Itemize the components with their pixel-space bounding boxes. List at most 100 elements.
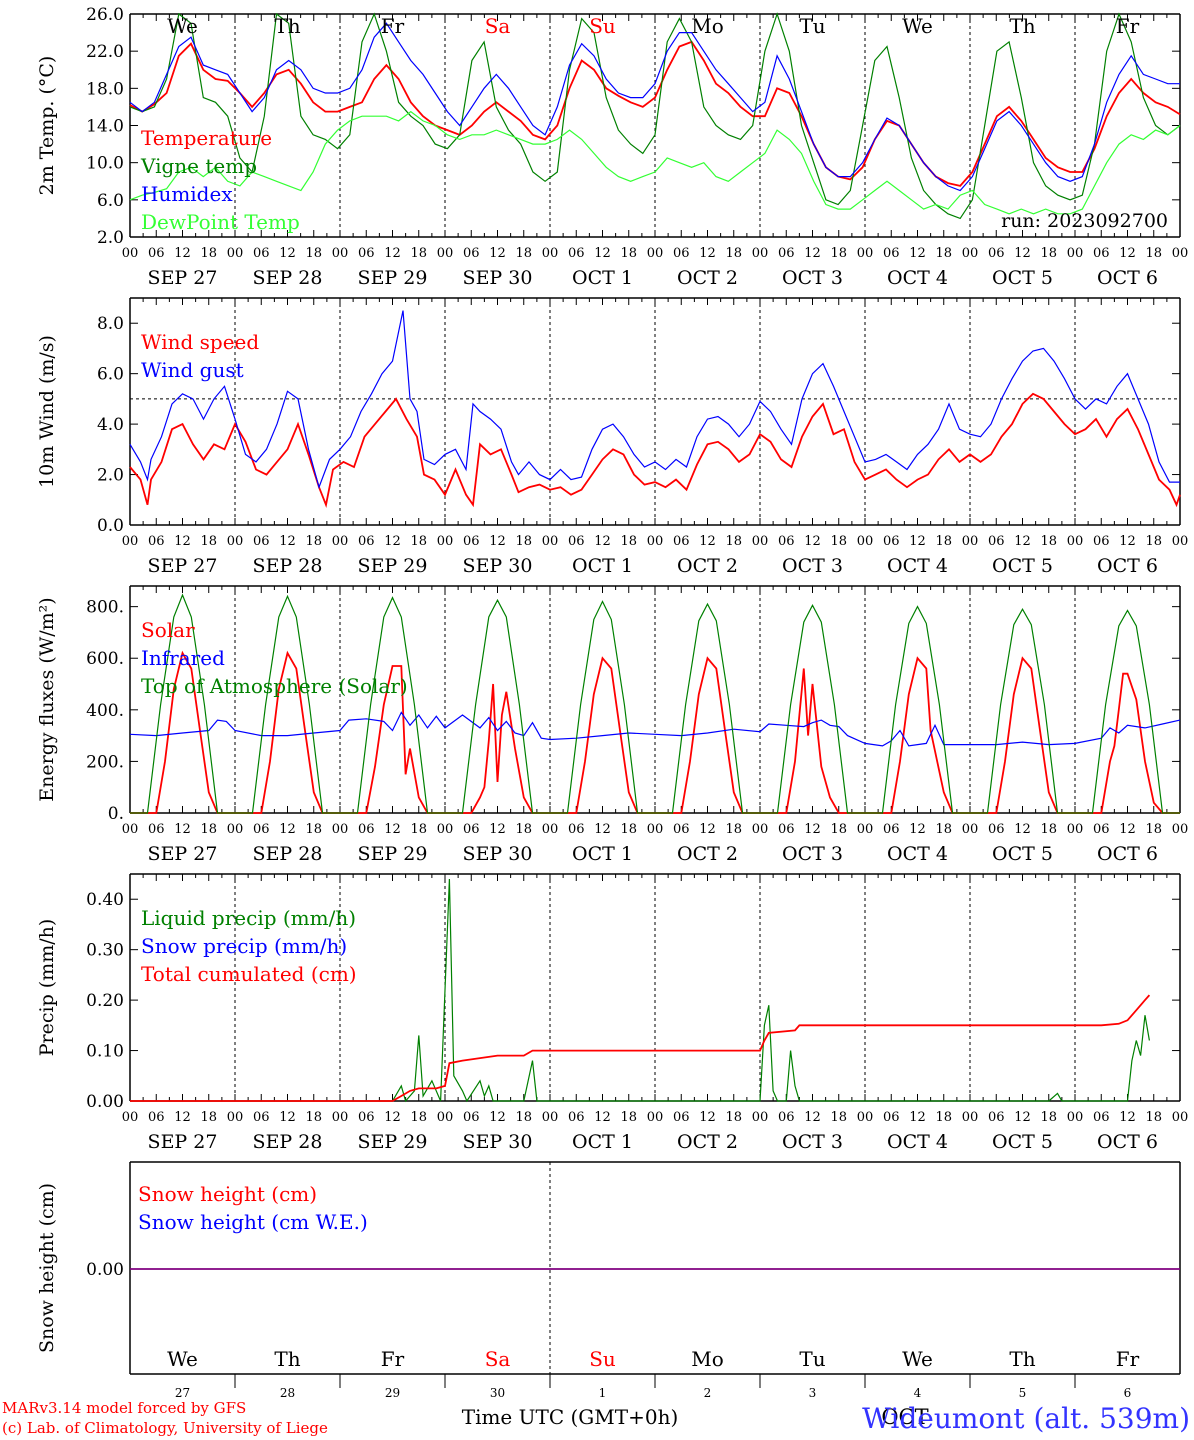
hour-tick-label: 00 (962, 1110, 979, 1125)
hour-tick-label: 18 (1040, 822, 1057, 837)
hour-tick-label: 18 (410, 246, 427, 261)
hour-tick-label: 00 (752, 246, 769, 261)
hour-tick-label: 12 (1014, 534, 1031, 549)
day-name-top: Fr (1116, 14, 1140, 38)
hour-tick-label: 00 (1172, 1110, 1189, 1125)
y-tick-label: 26.0 (86, 5, 124, 25)
hour-tick-label: 00 (647, 1110, 664, 1125)
hour-tick-label: 00 (227, 534, 244, 549)
hour-tick-label: 12 (804, 1110, 821, 1125)
hour-tick-label: 00 (542, 246, 559, 261)
hour-tick-label: 00 (227, 822, 244, 837)
day-name-bottom: Th (274, 1347, 300, 1371)
day-number-bottom: 3 (809, 1386, 817, 1400)
hour-tick-label: 18 (830, 1110, 847, 1125)
hour-tick-label: 18 (515, 1110, 532, 1125)
hour-tick-label: 06 (358, 246, 375, 261)
hour-tick-label: 06 (778, 534, 795, 549)
y-tick-label: 800. (86, 598, 124, 618)
hour-tick-label: 00 (1067, 1110, 1084, 1125)
date-label: OCT 6 (1097, 843, 1158, 865)
day-number-bottom: 6 (1124, 1386, 1132, 1400)
run-annotation: run: 2023092700 (1001, 210, 1168, 232)
hour-tick-label: 12 (489, 534, 506, 549)
hour-tick-label: 18 (935, 1110, 952, 1125)
hour-tick-label: 18 (305, 1110, 322, 1125)
day-number-bottom: 4 (914, 1386, 922, 1400)
hour-tick-label: 18 (410, 1110, 427, 1125)
hour-tick-label: 12 (1014, 822, 1031, 837)
date-label: OCT 4 (887, 555, 948, 577)
hour-tick-label: 12 (699, 246, 716, 261)
date-label: OCT 5 (992, 843, 1053, 865)
y-tick-label: 14.0 (86, 117, 124, 137)
hour-tick-label: 12 (594, 1110, 611, 1125)
date-label: SEP 29 (358, 267, 428, 289)
hour-tick-label: 12 (594, 822, 611, 837)
panel-4: 00 06 12 18 SEP 27 00 06 12 18 SEP 28 00 06 12 18 SEP … (36, 873, 1189, 1153)
hour-tick-label: 00 (1067, 534, 1084, 549)
day-name-bottom: Sa (485, 1347, 511, 1371)
hour-tick-label: 00 (332, 534, 349, 549)
date-label: SEP 29 (358, 555, 428, 577)
series-line-top-of-atmosphere-solar- (130, 593, 1180, 814)
hour-tick-label: 06 (253, 1110, 270, 1125)
day-name-bottom: We (167, 1347, 198, 1371)
hour-tick-label: 18 (830, 534, 847, 549)
date-label: OCT 4 (887, 267, 948, 289)
series-line-humidex (129, 22, 1180, 192)
date-label: SEP 30 (463, 843, 533, 865)
hour-tick-label: 12 (1014, 246, 1031, 261)
series-line-vigne-temp (129, 12, 1181, 220)
series-line-wind-gust (129, 310, 1180, 490)
hour-tick-label: 00 (857, 1110, 874, 1125)
series-line-temperature (129, 40, 1181, 187)
hour-tick-label: 18 (410, 822, 427, 837)
hour-tick-label: 12 (174, 534, 191, 549)
hour-tick-label: 12 (384, 534, 401, 549)
y-tick-label: 8.0 (97, 314, 124, 334)
hour-tick-label: 18 (200, 1110, 217, 1125)
hour-tick-label: 18 (1145, 1110, 1162, 1125)
hour-tick-label: 00 (752, 822, 769, 837)
hour-tick-label: 18 (1040, 246, 1057, 261)
panel-2: 00 06 12 18 SEP 27 00 06 12 18 SEP 28 00 06 12 18 SEP … (36, 297, 1188, 577)
day-name-top: Su (589, 14, 616, 38)
date-label: OCT 6 (1097, 267, 1158, 289)
hour-tick-label: 06 (463, 822, 480, 837)
hour-tick-label: 18 (935, 534, 952, 549)
day-name-bottom: Fr (381, 1347, 405, 1371)
day-name-bottom: Mo (691, 1347, 724, 1371)
legend-entry: Infrared (141, 646, 225, 670)
date-label: OCT 2 (677, 1131, 738, 1153)
date-label: SEP 29 (358, 1131, 428, 1153)
y-tick-label: 6.0 (97, 191, 124, 211)
hour-tick-label: 06 (568, 1110, 585, 1125)
date-label: OCT 3 (782, 1131, 843, 1153)
series-line-infrared (129, 711, 1181, 747)
y-axis-title: Energy fluxes (W/m²) (36, 597, 58, 801)
date-label: OCT 2 (677, 843, 738, 865)
y-tick-label: 600. (86, 649, 124, 669)
date-label: OCT 3 (782, 843, 843, 865)
date-label: OCT 1 (572, 1131, 633, 1153)
hour-tick-label: 00 (437, 246, 454, 261)
hour-tick-label: 00 (227, 1110, 244, 1125)
date-label: OCT 1 (572, 555, 633, 577)
hour-tick-label: 06 (1093, 246, 1110, 261)
hour-tick-label: 00 (962, 822, 979, 837)
legend-entry: Total cumulated (cm) (141, 962, 357, 986)
hour-tick-label: 18 (725, 534, 742, 549)
hour-tick-label: 06 (883, 246, 900, 261)
hour-tick-label: 18 (620, 1110, 637, 1125)
date-label: SEP 27 (148, 267, 218, 289)
hour-tick-label: 12 (804, 534, 821, 549)
hour-tick-label: 18 (515, 534, 532, 549)
hour-tick-label: 06 (1093, 534, 1110, 549)
panel-1: 00 06 12 18 SEP 27 00 06 12 18 SEP 28 00 06 12 18 SEP … (36, 5, 1188, 289)
y-tick-label: 0.20 (86, 991, 124, 1011)
hour-tick-label: 00 (1067, 822, 1084, 837)
hour-tick-label: 00 (227, 246, 244, 261)
hour-tick-label: 00 (542, 1110, 559, 1125)
legend-entry: Top of Atmosphere (Solar) (141, 674, 408, 698)
